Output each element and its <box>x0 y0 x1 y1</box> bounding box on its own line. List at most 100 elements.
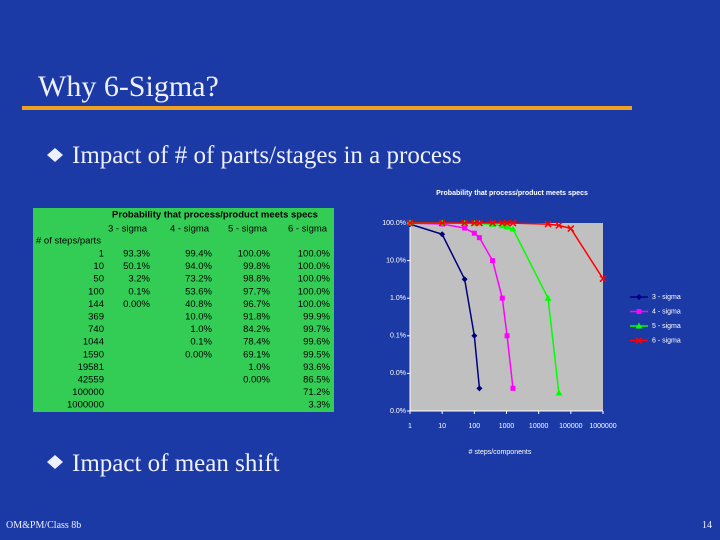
table-cell: 100.0% <box>238 249 271 260</box>
table-cell: 100.0% <box>298 249 331 260</box>
y-tick-label: 100.0% <box>382 220 406 227</box>
y-tick-label: 0.1% <box>390 333 406 340</box>
table-cell: 99.6% <box>303 337 330 348</box>
table-cell: 1.0% <box>190 324 212 335</box>
table-cell: 40.8% <box>185 299 212 310</box>
table-cell: 98.8% <box>243 274 270 285</box>
table-cell: 50.1% <box>123 261 150 272</box>
table-cell: 99.5% <box>303 349 330 360</box>
y-tick-label: 10.0% <box>386 257 406 264</box>
table-cell: 69.1% <box>243 349 270 360</box>
marker <box>510 385 516 391</box>
marker <box>461 219 469 227</box>
table-cell: 100000 <box>72 387 104 398</box>
marker <box>439 231 446 238</box>
x-axis-label: # steps/components <box>469 449 532 456</box>
chart-title: Probability that process/product meets s… <box>436 190 588 197</box>
y-tick-label: 0.0% <box>390 370 406 377</box>
marker <box>490 258 496 264</box>
marker <box>504 333 510 339</box>
table-cell: 100.0% <box>298 299 331 310</box>
table-header: 5 - sigma <box>228 224 268 235</box>
table-cell: 144 <box>88 299 104 310</box>
marker <box>438 219 446 227</box>
table-cell: 99.4% <box>185 249 212 260</box>
table-cell: 0.1% <box>190 337 212 348</box>
table-cell: 42559 <box>78 375 104 386</box>
table-cell: 1590 <box>83 349 104 360</box>
marker <box>567 225 575 233</box>
marker <box>636 294 642 300</box>
table-cell: 93.3% <box>123 249 150 260</box>
table-cell: 10 <box>93 261 104 272</box>
table-cell: 93.6% <box>303 362 330 373</box>
table-cell: 100.0% <box>298 274 331 285</box>
y-tick-label: 1.0% <box>390 295 406 302</box>
table-cell: 0.00% <box>243 375 270 386</box>
marker <box>635 322 643 329</box>
table-header: 3 - sigma <box>108 224 148 235</box>
bullet-icon <box>47 455 63 469</box>
table-cell: 0.1% <box>128 286 150 297</box>
table-cell: 50 <box>93 274 104 285</box>
table-cell: 19581 <box>78 362 104 373</box>
page-number: 14 <box>702 520 712 531</box>
table-cell: 78.4% <box>243 337 270 348</box>
marker <box>476 385 483 392</box>
slide-title: Why 6-Sigma? <box>38 70 219 103</box>
legend-label: 5 - sigma <box>652 323 681 330</box>
table-cell: 1.0% <box>248 362 270 373</box>
legend-label: 3 - sigma <box>652 294 681 301</box>
marker <box>503 219 511 227</box>
table-cell: 100.0% <box>298 286 331 297</box>
table-title: Probability that process/product meets s… <box>112 210 318 221</box>
table-cell: 53.6% <box>185 286 212 297</box>
marker <box>476 235 482 241</box>
table-header: 4 - sigma <box>170 224 210 235</box>
marker <box>555 221 563 229</box>
marker <box>475 219 483 227</box>
table-header: # of steps/parts <box>36 236 101 247</box>
table-cell: 740 <box>88 324 104 335</box>
table-cell: 97.7% <box>243 286 270 297</box>
marker <box>470 219 478 227</box>
marker <box>462 225 468 231</box>
table-cell: 71.2% <box>303 387 330 398</box>
bullet-icon <box>47 148 63 162</box>
table-cell: 99.8% <box>243 261 270 272</box>
x-tick-label: 1000000 <box>589 423 616 430</box>
title-rule <box>22 106 632 110</box>
x-tick-label: 10000 <box>529 423 549 430</box>
table-cell: 100 <box>88 286 104 297</box>
table-background <box>33 208 334 412</box>
marker <box>471 332 478 339</box>
table-cell: 84.2% <box>243 324 270 335</box>
y-tick-label: 0.0% <box>390 408 406 415</box>
table-cell: 94.0% <box>185 261 212 272</box>
x-tick-label: 100000 <box>559 423 582 430</box>
table-cell: 0.00% <box>123 299 150 310</box>
table-cell: 99.9% <box>303 312 330 323</box>
marker <box>509 225 517 232</box>
table-cell: 1000000 <box>67 400 104 411</box>
marker <box>544 294 552 301</box>
marker <box>499 295 505 301</box>
table-cell: 10.0% <box>185 312 212 323</box>
marker <box>461 276 468 283</box>
table-cell: 96.7% <box>243 299 270 310</box>
table-header: 6 - sigma <box>288 224 328 235</box>
legend-label: 4 - sigma <box>652 308 681 315</box>
x-tick-label: 1 <box>408 423 412 430</box>
x-tick-label: 1000 <box>499 423 515 430</box>
x-tick-label: 10 <box>438 423 446 430</box>
table-cell: 91.8% <box>243 312 270 323</box>
marker <box>636 309 642 314</box>
table-cell: 3.3% <box>308 400 330 411</box>
marker <box>503 223 511 230</box>
marker <box>509 219 517 227</box>
table-cell: 0.00% <box>185 349 212 360</box>
table-cell: 99.7% <box>303 324 330 335</box>
marker <box>544 220 552 228</box>
table-cell: 73.2% <box>185 274 212 285</box>
footer: OM&PM/Class 8b <box>6 520 81 531</box>
